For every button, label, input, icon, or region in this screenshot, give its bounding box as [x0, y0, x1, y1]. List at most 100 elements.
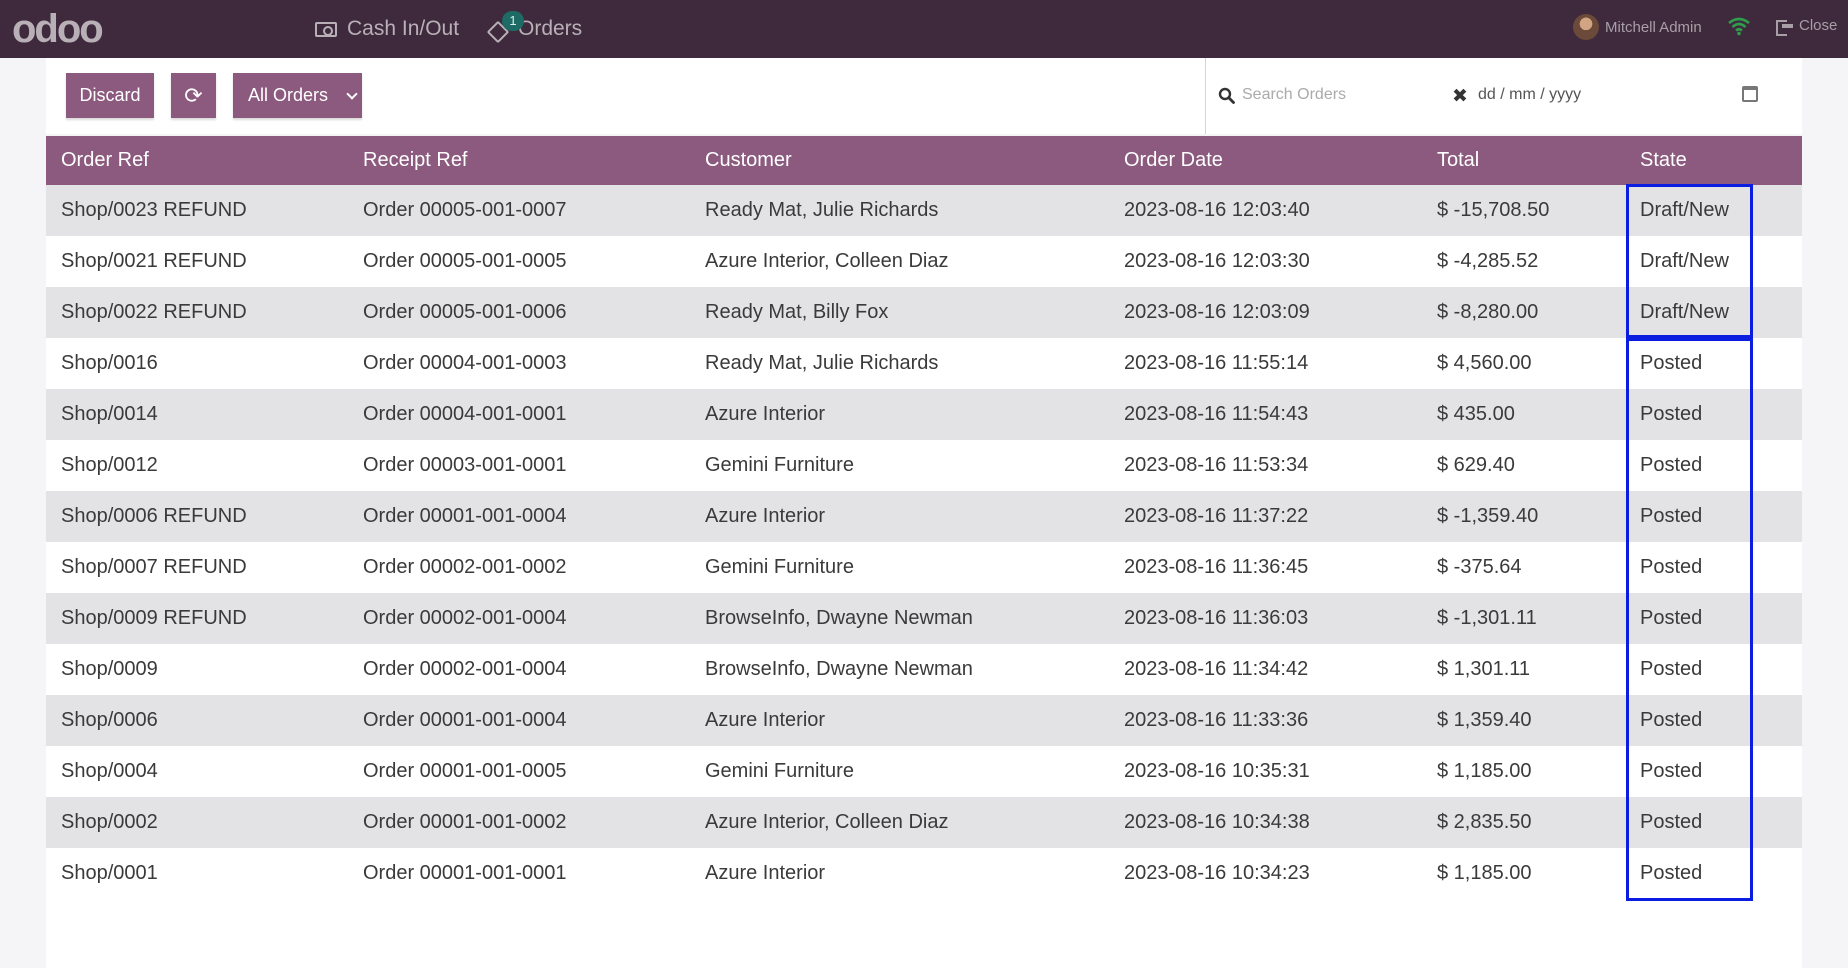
- cell-total: $ 435.00: [1437, 403, 1515, 425]
- cell-state: Draft/New: [1640, 199, 1729, 221]
- table-row[interactable]: Shop/0006 Order 00001-001-0004 Azure Inter…: [46, 695, 1802, 746]
- refresh-button[interactable]: ⟳: [171, 73, 216, 118]
- cell-customer: Azure Interior: [705, 862, 826, 884]
- wifi-icon: [1728, 17, 1750, 36]
- cell-state: Draft/New: [1640, 301, 1729, 323]
- cell-order-ref: Shop/0009 REFUND: [61, 607, 247, 629]
- cell-customer: Azure Interior: [705, 505, 826, 527]
- discard-button[interactable]: Discard: [66, 73, 154, 118]
- cell-state: Posted: [1640, 403, 1703, 425]
- cell-total: $ -1,359.40: [1437, 505, 1539, 527]
- clear-icon[interactable]: ✖: [1452, 86, 1468, 107]
- cell-order-ref: Shop/0012: [61, 454, 158, 476]
- cell-order-ref: Shop/0016: [61, 352, 158, 374]
- cell-total: $ -1,301.11: [1437, 607, 1537, 629]
- table-row[interactable]: Shop/0006 REFUND Order 00001-001-0004 Azur…: [46, 491, 1802, 542]
- cell-customer: Azure Interior: [705, 403, 826, 425]
- control-bar: Discard ⟳ All Orders ✖: [46, 58, 1802, 134]
- close-label: Close: [1799, 17, 1838, 34]
- cell-order-ref: Shop/0014: [61, 403, 158, 425]
- cell-customer: Ready Mat, Billy Fox: [705, 301, 889, 323]
- cell-date: 2023-08-16 11:36:03: [1124, 607, 1309, 629]
- cell-state: Posted: [1640, 811, 1703, 833]
- cell-order-ref: Shop/0004: [61, 760, 158, 782]
- cell-date: 2023-08-16 11:36:45: [1124, 556, 1309, 578]
- cell-receipt-ref: Order 00005-001-0005: [363, 250, 567, 272]
- cash-icon: [315, 21, 337, 37]
- table-row[interactable]: Shop/0001 Order 00001-001-0001 Azure Inter…: [46, 848, 1802, 899]
- cell-receipt-ref: Order 00001-001-0002: [363, 811, 567, 833]
- table-header-row: Order Ref Receipt Ref Customer Order Dat…: [46, 136, 1802, 185]
- cell-customer: Ready Mat, Julie Richards: [705, 199, 939, 221]
- orders-table: Order Ref Receipt Ref Customer Order Dat…: [46, 136, 1802, 899]
- cell-customer: BrowseInfo, Dwayne Newman: [705, 658, 973, 680]
- cash-in-out-button[interactable]: Cash In/Out: [315, 17, 459, 41]
- all-orders-dropdown[interactable]: All Orders: [233, 73, 362, 118]
- cell-receipt-ref: Order 00005-001-0007: [363, 199, 567, 221]
- cell-date: 2023-08-16 12:03:40: [1124, 199, 1310, 221]
- cell-order-ref: Shop/0001: [61, 862, 158, 884]
- header-order-ref: Order Ref: [61, 149, 149, 171]
- cell-total: $ -8,280.00: [1437, 301, 1539, 323]
- table-row[interactable]: Shop/0012 Order 00003-001-0001 Gemini Furn…: [46, 440, 1802, 491]
- cell-receipt-ref: Order 00004-001-0001: [363, 403, 567, 425]
- user-name: Mitchell Admin: [1605, 18, 1702, 36]
- table-row[interactable]: Shop/0022 REFUND Order 00005-001-0006 Read…: [46, 287, 1802, 338]
- cell-order-ref: Shop/0006 REFUND: [61, 505, 247, 527]
- cell-total: $ 1,301.11: [1437, 658, 1531, 680]
- cell-receipt-ref: Order 00001-001-0004: [363, 505, 567, 527]
- calendar-icon[interactable]: [1742, 86, 1758, 102]
- cell-date: 2023-08-16 11:53:34: [1124, 454, 1309, 476]
- close-button[interactable]: Close: [1776, 17, 1838, 36]
- cell-receipt-ref: Order 00002-001-0002: [363, 556, 567, 578]
- cell-total: $ -15,708.50: [1437, 199, 1550, 221]
- cell-total: $ 1,185.00: [1437, 862, 1532, 884]
- cell-date: 2023-08-16 12:03:30: [1124, 250, 1310, 272]
- cell-receipt-ref: Order 00001-001-0001: [363, 862, 567, 884]
- cell-customer: Ready Mat, Julie Richards: [705, 352, 939, 374]
- cell-customer: BrowseInfo, Dwayne Newman: [705, 607, 973, 629]
- cell-customer: Azure Interior: [705, 709, 826, 731]
- orders-button[interactable]: 1 Orders: [486, 11, 583, 41]
- cell-total: $ 1,185.00: [1437, 760, 1532, 782]
- orders-label: Orders: [518, 17, 583, 40]
- refresh-icon: ⟳: [184, 82, 203, 108]
- cell-state: Posted: [1640, 658, 1703, 680]
- header-state: State: [1640, 149, 1687, 171]
- date-input[interactable]: [1478, 82, 1728, 108]
- cell-receipt-ref: Order 00004-001-0003: [363, 352, 567, 374]
- cell-state: Posted: [1640, 454, 1703, 476]
- search-area: ✖: [1205, 58, 1802, 134]
- cash-in-out-label: Cash In/Out: [347, 17, 460, 40]
- header-receipt-ref: Receipt Ref: [363, 149, 468, 171]
- cell-state: Posted: [1640, 607, 1703, 629]
- tag-icon: 1: [486, 11, 524, 40]
- cell-date: 2023-08-16 10:34:38: [1124, 811, 1310, 833]
- header-order-date: Order Date: [1124, 149, 1223, 171]
- cell-date: 2023-08-16 10:34:23: [1124, 862, 1310, 884]
- table-row[interactable]: Shop/0004 Order 00001-001-0005 Gemini Furn…: [46, 746, 1802, 797]
- table-row[interactable]: Shop/0007 REFUND Order 00002-001-0002 Gemi…: [46, 542, 1802, 593]
- cell-receipt-ref: Order 00001-001-0004: [363, 709, 567, 731]
- cell-state: Draft/New: [1640, 250, 1729, 272]
- cell-order-ref: Shop/0021 REFUND: [61, 250, 247, 272]
- cell-state: Posted: [1640, 352, 1703, 374]
- chevron-down-icon: [346, 87, 358, 100]
- table-row[interactable]: Shop/0016 Order 00004-001-0003 Ready Mat, …: [46, 338, 1802, 389]
- cell-receipt-ref: Order 00002-001-0004: [363, 658, 567, 680]
- table-row[interactable]: Shop/0009 Order 00002-001-0004 BrowseInfo,…: [46, 644, 1802, 695]
- search-input[interactable]: [1242, 82, 1442, 108]
- cell-date: 2023-08-16 11:33:36: [1124, 709, 1309, 731]
- cell-state: Posted: [1640, 709, 1703, 731]
- table-row[interactable]: Shop/0023 REFUND Order 00005-001-0007 Read…: [46, 185, 1802, 236]
- user-menu[interactable]: Mitchell Admin: [1573, 14, 1702, 40]
- cell-order-ref: Shop/0006: [61, 709, 158, 731]
- table-row[interactable]: Shop/0021 REFUND Order 00005-001-0005 Azur…: [46, 236, 1802, 287]
- top-navbar: odoo Cash In/Out 1 Orders Mitchell Admin…: [0, 0, 1848, 58]
- avatar: [1573, 14, 1599, 40]
- cell-date: 2023-08-16 11:34:42: [1124, 658, 1309, 680]
- header-total: Total: [1437, 149, 1480, 171]
- table-row[interactable]: Shop/0002 Order 00001-001-0002 Azure Inter…: [46, 797, 1802, 848]
- table-row[interactable]: Shop/0014 Order 00004-001-0001 Azure Inter…: [46, 389, 1802, 440]
- table-row[interactable]: Shop/0009 REFUND Order 00002-001-0004 Brow…: [46, 593, 1802, 644]
